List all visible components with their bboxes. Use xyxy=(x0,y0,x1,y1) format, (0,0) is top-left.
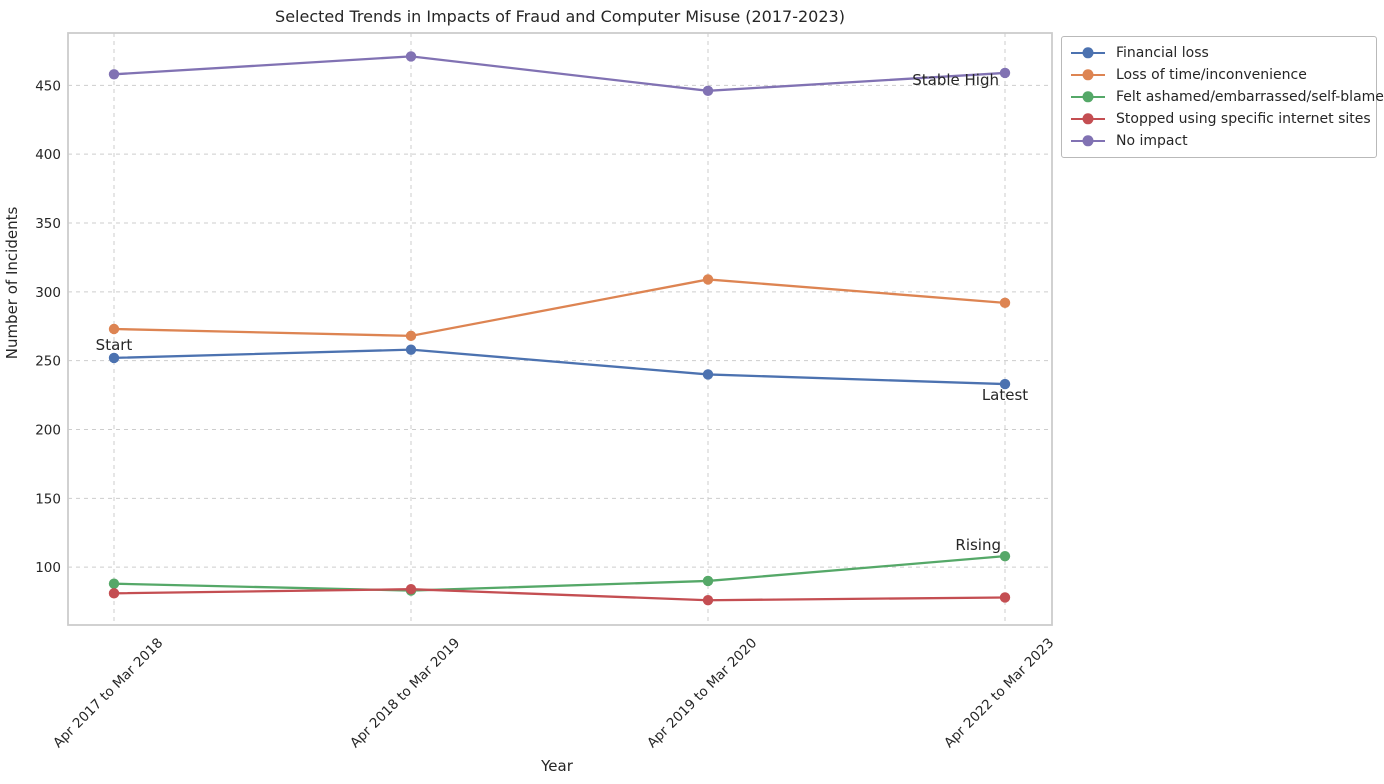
legend-dot-icon xyxy=(1082,47,1094,59)
x-tick-label: Apr 2022 to Mar 2023 xyxy=(941,635,1057,751)
legend-item-financial-loss: Financial loss xyxy=(1071,44,1366,62)
data-point-no-impact-0 xyxy=(108,69,120,80)
legend: Financial loss Loss of time/inconvenience… xyxy=(1061,36,1384,158)
legend-line-marker-icon xyxy=(1071,113,1105,125)
data-point-loss-of-time-inconvenience-2 xyxy=(702,274,714,285)
data-point-financial-loss-2 xyxy=(702,369,714,380)
annotation-latest: Latest xyxy=(982,386,1028,404)
x-tick-label: Apr 2019 to Mar 2020 xyxy=(644,635,760,751)
y-tick-label: 250 xyxy=(35,354,61,370)
plot-frame xyxy=(67,32,1053,626)
y-tick-label: 100 xyxy=(35,560,61,576)
annotation-rising: Rising xyxy=(955,536,1001,554)
legend-item-loss-of-time-inconvenience: Loss of time/inconvenience xyxy=(1071,66,1366,84)
series-layer xyxy=(108,51,1011,606)
legend-item-no-impact: No impact xyxy=(1071,132,1366,150)
data-point-stopped-using-specific-internet-sites-3 xyxy=(999,592,1011,603)
data-point-felt-ashamed-embarrassed-self-blame-0 xyxy=(108,578,120,589)
data-point-no-impact-1 xyxy=(405,51,417,62)
y-tick-label: 450 xyxy=(35,78,61,94)
grid-layer xyxy=(68,33,1052,625)
series-line-financial-loss xyxy=(112,348,1007,386)
chart-title: Selected Trends in Impacts of Fraud and … xyxy=(275,7,845,26)
legend-label: Loss of time/inconvenience xyxy=(1116,67,1307,83)
series-line-loss-of-time-inconvenience xyxy=(112,278,1007,338)
annotation-stable-high: Stable High xyxy=(912,71,999,89)
data-point-stopped-using-specific-internet-sites-2 xyxy=(702,595,714,606)
series-line-felt-ashamed-embarrassed-self-blame xyxy=(112,555,1007,592)
data-point-financial-loss-1 xyxy=(405,344,417,355)
y-axis-label: Number of Incidents xyxy=(3,207,21,360)
annotation-start: Start xyxy=(96,336,133,354)
y-tick-label: 300 xyxy=(35,285,61,301)
legend-dot-icon xyxy=(1082,69,1094,81)
legend-line-marker-icon xyxy=(1071,135,1105,147)
data-point-loss-of-time-inconvenience-1 xyxy=(405,330,417,342)
series-line-stopped-using-specific-internet-sites xyxy=(112,588,1007,602)
data-point-stopped-using-specific-internet-sites-1 xyxy=(405,584,417,595)
x-tick-label: Apr 2018 to Mar 2019 xyxy=(347,635,463,751)
y-tick-label: 350 xyxy=(35,216,61,232)
legend-dot-icon xyxy=(1082,135,1094,147)
data-point-loss-of-time-inconvenience-3 xyxy=(999,297,1011,309)
y-tick-label: 150 xyxy=(35,491,61,507)
legend-label: Felt ashamed/embarrassed/self-blame xyxy=(1116,89,1384,105)
legend-label: Financial loss xyxy=(1116,45,1209,61)
legend-dot-icon xyxy=(1082,91,1094,103)
legend-item-felt-ashamed-embarrassed-self-blame: Felt ashamed/embarrassed/self-blame xyxy=(1071,88,1384,106)
tick-layer: 100 150 200 250 300 350 400 450 Apr 2017 to Mar … xyxy=(35,78,1057,751)
data-point-loss-of-time-inconvenience-0 xyxy=(108,323,120,335)
y-tick-label: 400 xyxy=(35,147,61,163)
legend-label: Stopped using specific internet sites xyxy=(1116,111,1371,127)
legend-item-stopped-using-specific-internet-sites: Stopped using specific internet sites xyxy=(1071,110,1371,128)
data-point-no-impact-2 xyxy=(702,85,714,97)
legend-line-marker-icon xyxy=(1071,47,1105,59)
annotation-layer: Start Stable High Latest Rising xyxy=(96,71,1029,554)
legend-line-marker-icon xyxy=(1071,69,1105,81)
y-tick-label: 200 xyxy=(35,423,61,439)
x-tick-label: Apr 2017 to Mar 2018 xyxy=(50,635,166,751)
legend-label: No impact xyxy=(1116,133,1188,149)
data-point-financial-loss-0 xyxy=(108,352,120,364)
x-axis-label: Year xyxy=(540,757,574,775)
data-point-felt-ashamed-embarrassed-self-blame-2 xyxy=(702,575,714,587)
legend-line-marker-icon xyxy=(1071,91,1105,103)
data-point-financial-loss-3 xyxy=(999,378,1011,390)
series-line-no-impact xyxy=(112,55,1007,92)
data-point-no-impact-3 xyxy=(999,67,1011,79)
data-point-stopped-using-specific-internet-sites-0 xyxy=(108,588,120,599)
data-point-felt-ashamed-embarrassed-self-blame-3 xyxy=(999,550,1011,562)
legend-dot-icon xyxy=(1082,113,1094,125)
